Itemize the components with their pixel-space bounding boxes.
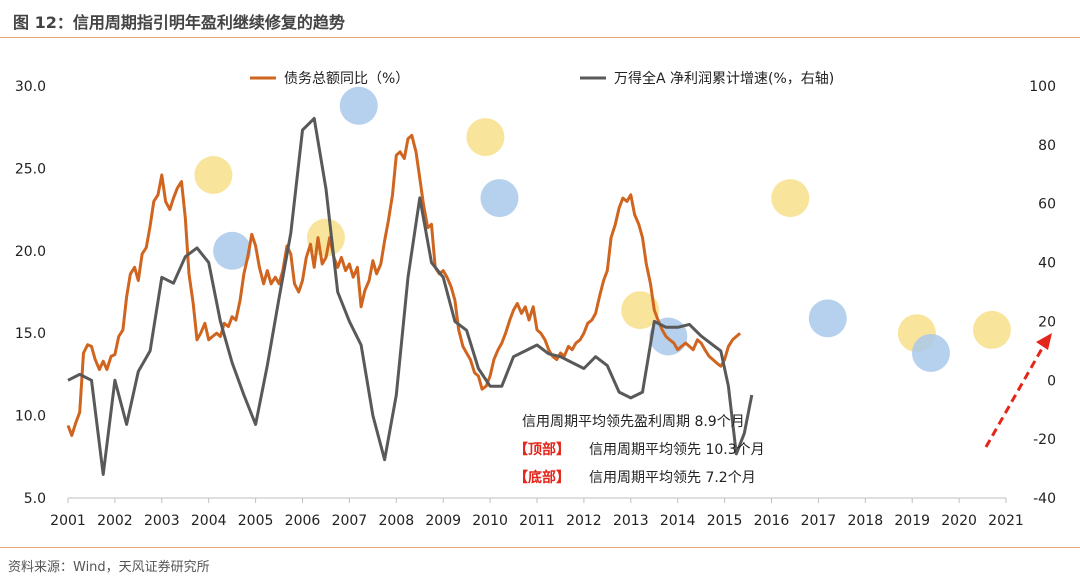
trough-highlight-circle xyxy=(911,333,950,372)
x-tick-label: 2005 xyxy=(238,513,274,529)
left-tick-label: 15.0 xyxy=(15,326,46,342)
right-tick-label: 80 xyxy=(1038,138,1056,154)
x-tick-label: 2015 xyxy=(707,513,743,529)
top-divider xyxy=(0,37,1080,38)
x-tick-label: 2003 xyxy=(144,513,180,529)
peak-highlight-circle xyxy=(972,310,1011,349)
x-tick-label: 2002 xyxy=(97,513,133,529)
trough-highlight-circle xyxy=(480,179,519,218)
peak-highlight-circle xyxy=(621,291,660,330)
left-tick-label: 5.0 xyxy=(24,491,46,507)
trough-highlight-circle xyxy=(339,86,378,125)
left-tick-label: 25.0 xyxy=(15,161,46,177)
trend-arrow-head xyxy=(1036,333,1052,350)
x-tick-label: 2001 xyxy=(50,513,86,529)
annotations: 信用周期平均领先盈利周期 8.9个月 【顶部】 信用周期平均领先 10.3个月 … xyxy=(514,414,765,486)
peak-highlight-circle xyxy=(194,155,233,194)
x-tick-label: 2011 xyxy=(519,513,555,529)
annotation-bottom-tag: 【底部】 xyxy=(514,469,570,486)
x-tick-label: 2010 xyxy=(472,513,508,529)
bottom-divider xyxy=(0,547,1080,548)
trough-highlight-circle xyxy=(213,231,252,270)
x-tick-label: 2021 xyxy=(988,513,1024,529)
left-tick-label: 20.0 xyxy=(15,244,46,260)
x-tick-label: 2004 xyxy=(191,513,227,529)
source-note: 资料来源：Wind，天风证券研究所 xyxy=(8,560,210,575)
x-tick-label: 2017 xyxy=(801,513,837,529)
right-tick-label: -40 xyxy=(1033,491,1056,507)
figure-title: 图 12：信用周期指引明年盈利继续修复的趋势 xyxy=(13,13,345,32)
right-tick-label: 100 xyxy=(1029,79,1056,95)
x-tick-label: 2006 xyxy=(285,513,321,529)
series-line-debt xyxy=(66,133,742,437)
x-tick-label: 2018 xyxy=(847,513,883,529)
legend-label-profit: 万得全A 净利润累计增速(%，右轴) xyxy=(614,70,834,87)
left-axis-ticks: 5.0 10.0 15.0 20.0 25.0 30.0 xyxy=(15,79,46,507)
x-tick-label: 2016 xyxy=(754,513,790,529)
x-tick-label: 2012 xyxy=(566,513,602,529)
trend-arrow xyxy=(984,333,1052,448)
annotation-average-lead: 信用周期平均领先盈利周期 8.9个月 xyxy=(522,414,745,430)
x-tick-label: 2020 xyxy=(941,513,977,529)
peak-highlight-circle xyxy=(466,118,505,157)
series-line-profit xyxy=(67,116,754,476)
right-tick-label: -20 xyxy=(1033,432,1056,448)
x-tick-label: 2008 xyxy=(378,513,414,529)
chart: 2001 2002 2003 2004 2005 2006 2007 2008 2009 2010… xyxy=(15,70,1056,529)
x-tick-label: 2019 xyxy=(894,513,930,529)
right-tick-label: 0 xyxy=(1047,373,1056,389)
legend-label-debt: 债务总额同比（%） xyxy=(284,71,409,87)
annotation-top-tag: 【顶部】 xyxy=(514,441,570,458)
x-tick-label: 2009 xyxy=(425,513,461,529)
annotation-bottom-text: 信用周期平均领先 7.2个月 xyxy=(589,470,756,486)
trend-arrow-line xyxy=(984,344,1046,448)
x-tick-label: 2014 xyxy=(660,513,696,529)
left-tick-label: 30.0 xyxy=(15,79,46,95)
series-lines xyxy=(66,116,754,476)
right-tick-label: 60 xyxy=(1038,197,1056,213)
peak-highlight-circle xyxy=(771,179,810,218)
x-tick-label: 2007 xyxy=(332,513,368,529)
right-tick-label: 40 xyxy=(1038,256,1056,272)
x-axis-ticks: 2001 2002 2003 2004 2005 2006 2007 2008 2009 2010… xyxy=(50,498,1024,529)
annotation-top-text: 信用周期平均领先 10.3个月 xyxy=(589,442,765,458)
trough-highlight-circle xyxy=(808,299,847,338)
left-tick-label: 10.0 xyxy=(15,409,46,425)
x-tick-label: 2013 xyxy=(613,513,649,529)
right-axis-ticks: -40 -20 0 20 40 60 80 100 xyxy=(1029,79,1056,507)
legend: 债务总额同比（%） 万得全A 净利润累计增速(%，右轴) xyxy=(250,70,834,87)
right-tick-label: 20 xyxy=(1038,314,1056,330)
